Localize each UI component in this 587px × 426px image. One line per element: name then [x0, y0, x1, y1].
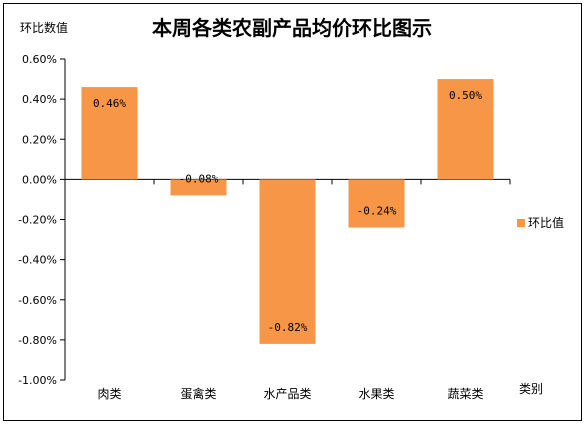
x-axis-label: 类别	[519, 382, 543, 396]
y-tick-label: -0.80%	[18, 334, 57, 347]
y-axis-label: 环比数值	[20, 20, 68, 35]
bar-肉类	[81, 87, 138, 180]
legend-swatch	[517, 219, 525, 227]
legend-label: 环比值	[528, 215, 564, 230]
chart-title: 本周各类农副产品均价环比图示	[152, 16, 432, 40]
legend: 环比值	[517, 215, 564, 230]
data-label: -0.08%	[179, 172, 219, 185]
data-label: -0.24%	[357, 205, 397, 218]
y-tick-label: 0.60%	[22, 53, 57, 66]
bar-水产品类	[259, 179, 316, 344]
y-tick-label: -0.40%	[18, 254, 57, 267]
bar-蛋禽类	[170, 179, 227, 196]
data-label: -0.82%	[268, 321, 308, 334]
data-label: 0.46%	[93, 97, 126, 110]
y-tick-label: 0.00%	[22, 173, 57, 186]
y-tick-label: -0.20%	[18, 214, 57, 227]
x-tick-label: 蛋禽类	[180, 386, 216, 401]
y-tick-label: 0.40%	[22, 93, 57, 106]
plot-area: 0.60% 0.40% 0.20% 0.00% -0.20% -0.40% -0.60% -0…	[18, 53, 511, 401]
y-tick-label: -0.60%	[18, 294, 57, 307]
x-tick-label: 蔬菜类	[447, 387, 483, 401]
y-tick-label: -1.00%	[18, 374, 57, 387]
y-tick-label: 0.20%	[22, 133, 57, 146]
x-tick-label: 肉类	[97, 387, 121, 401]
data-label: 0.50%	[449, 89, 482, 102]
bar-水果类	[348, 179, 405, 228]
x-tick-label: 水果类	[358, 387, 394, 401]
x-tick-label: 水产品类	[263, 387, 311, 401]
bar-蔬菜类	[437, 79, 494, 180]
